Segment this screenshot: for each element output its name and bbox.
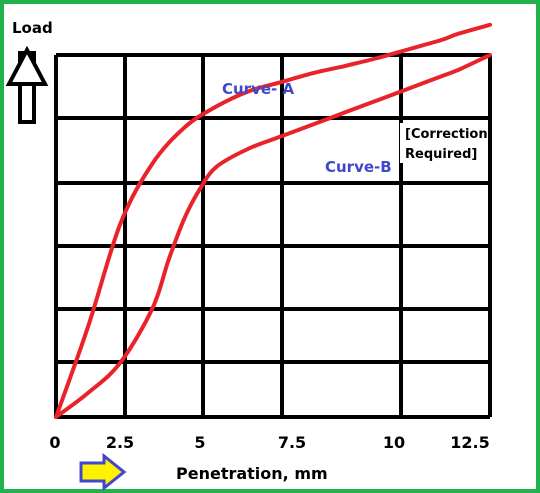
x-tick-label: 0 (49, 433, 60, 452)
annotation-line-1: [Correction (405, 127, 488, 142)
right-arrow-icon (79, 452, 127, 492)
grid (54, 53, 492, 419)
x-axis-label: Penetration, mm (176, 464, 328, 483)
curve-b-label: Curve-B (325, 158, 392, 176)
x-tick-label: 10 (383, 433, 405, 452)
curve-a-label: Curve- A (222, 80, 294, 98)
x-tick-label: 2.5 (106, 433, 134, 452)
y-axis-label: Load (12, 19, 53, 37)
curve-a-line (54, 22, 492, 419)
annotation-line-2: Required] (405, 147, 477, 162)
curve-b-line (54, 53, 492, 419)
x-tick-labels: 0 2.5 5 7.5 10 12.5 (49, 433, 489, 452)
x-tick-label: 7.5 (278, 433, 306, 452)
up-arrow-icon (5, 45, 49, 124)
curves (54, 22, 492, 419)
x-tick-label: 5 (194, 433, 205, 452)
annotation-box (400, 123, 482, 163)
x-tick-label: 12.5 (450, 433, 489, 452)
